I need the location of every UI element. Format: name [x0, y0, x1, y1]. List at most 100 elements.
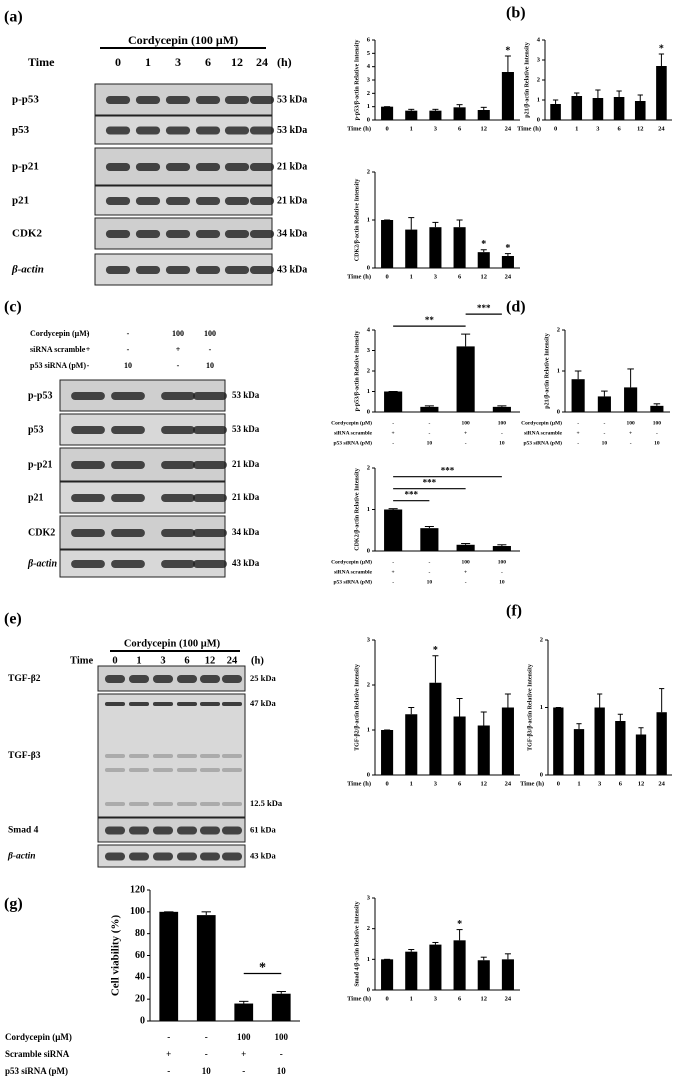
treatment-value: 10: [202, 1066, 212, 1076]
blot-band: [111, 494, 145, 502]
blot-band: [249, 96, 275, 104]
blot-band: [105, 230, 131, 238]
time-label: Time: [70, 655, 93, 666]
unit-label: (h): [277, 55, 292, 69]
bar: [501, 707, 514, 775]
blot-band: [152, 675, 174, 683]
y-axis-title: p21/β-actin Relative Intensity: [524, 42, 530, 118]
y-axis-title: Smad 4/β-actin Relative Intensity: [354, 901, 360, 986]
blot-band: [193, 461, 227, 469]
kda-label: 21 kDa: [232, 492, 260, 502]
y-tick-label: 2: [367, 925, 370, 932]
blot-band: [71, 461, 105, 469]
bar: [381, 959, 394, 990]
treatment-value: -: [167, 1066, 170, 1076]
row-label: p-p21: [28, 459, 52, 470]
lane-label: 24: [256, 55, 268, 69]
x-tick-label: 0: [385, 125, 388, 132]
bar: [477, 960, 490, 990]
kda-label: 12.5 kDa: [250, 798, 283, 808]
treatment-value: 10: [427, 440, 433, 446]
significance-star: *: [659, 43, 664, 54]
treatment-value: -: [392, 440, 394, 446]
significance-label: ***: [423, 478, 437, 488]
treatment-label: p53 siRNA (pM): [333, 578, 372, 585]
y-tick-label: 1: [557, 367, 560, 374]
y-tick-label: 0: [367, 264, 370, 271]
significance-star: *: [481, 239, 486, 250]
blot-header: Cordycepin (100 μM): [128, 33, 238, 47]
bar: [405, 229, 418, 268]
treatment-value: 100: [172, 329, 184, 338]
blot-band: [111, 529, 145, 537]
blot-band: [195, 163, 221, 171]
y-tick-label: 0: [537, 116, 540, 123]
blot-band: [128, 754, 150, 758]
treatment-value: -: [603, 430, 605, 436]
bar: [429, 110, 442, 120]
panel-label: (f): [506, 603, 522, 620]
y-tick-label: 3: [367, 76, 371, 83]
bar: [381, 220, 394, 268]
unit-label: (h): [251, 655, 264, 666]
blot-band: [71, 494, 105, 502]
blot-band: [104, 675, 126, 683]
treatment-value: -: [127, 345, 130, 354]
blot-band: [135, 126, 161, 135]
blot-band: [105, 163, 131, 171]
blot-band: [111, 461, 145, 469]
bar: [420, 406, 439, 412]
blot-band: [71, 426, 105, 434]
blot-band: [152, 802, 174, 806]
blot-band: [199, 768, 221, 772]
row-label: CDK2: [28, 527, 55, 538]
x-tick-label: 3: [434, 273, 438, 280]
significance-label: *: [259, 961, 266, 976]
x-tick-label: 1: [577, 780, 580, 787]
treatment-value: +: [86, 345, 91, 354]
blot-band: [224, 230, 250, 238]
lane-label: 6: [184, 655, 189, 666]
x-tick-label: 12: [638, 780, 645, 787]
bar: [453, 107, 466, 120]
treatment-value: -: [656, 430, 658, 436]
treatment-value: -: [127, 329, 130, 338]
kda-label: 21 kDa: [277, 195, 307, 206]
kda-label: 53 kDa: [232, 424, 260, 434]
kda-label: 47 kDa: [250, 698, 276, 708]
x-tick-label: 24: [658, 125, 665, 132]
blot-band: [104, 852, 126, 861]
blot-band: [199, 826, 221, 835]
blot-band: [135, 96, 161, 104]
blot-band: [105, 197, 131, 205]
row-label: p21: [28, 492, 44, 503]
blot-band: [105, 266, 131, 274]
treatment-value: -: [209, 345, 212, 354]
blot-band: [199, 802, 221, 806]
treatment-value: -: [280, 1049, 283, 1059]
treatment-label: siRNA scramble: [334, 430, 373, 436]
blot-band: [176, 754, 198, 758]
blot-band: [128, 768, 150, 772]
row-label: p-p21: [12, 161, 39, 173]
blot-header: Cordycepin (100 μM): [124, 638, 221, 649]
kda-label: 21 kDa: [232, 459, 260, 469]
x-tick-label: 6: [458, 995, 462, 1002]
bar: [477, 725, 490, 775]
x-tick-label: 24: [505, 273, 512, 280]
lane-label: 12: [205, 655, 216, 666]
x-tick-label: 24: [505, 995, 512, 1002]
y-tick-label: 2: [367, 367, 370, 374]
x-tick-label: 1: [410, 273, 413, 280]
y-tick-label: 2: [367, 90, 370, 97]
bar: [656, 712, 667, 775]
treatment-value: -: [205, 1032, 208, 1042]
kda-label: 61 kDa: [250, 824, 276, 834]
y-tick-label: 4: [537, 36, 541, 43]
blot-band: [249, 266, 275, 274]
blot-band: [165, 96, 191, 104]
bar: [196, 915, 216, 1021]
treatment-label: Cordycepin (μM): [331, 419, 372, 426]
y-tick-label: 0: [367, 771, 370, 778]
